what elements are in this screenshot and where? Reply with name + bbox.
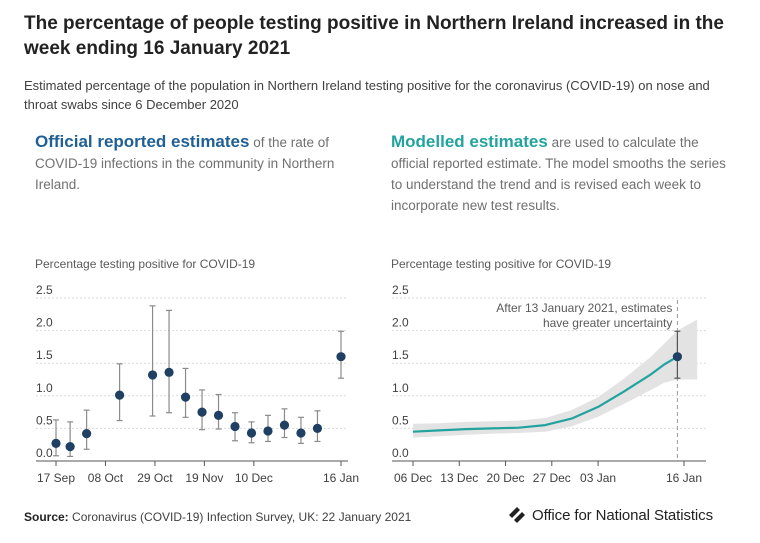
- data-point: [296, 428, 306, 438]
- data-point-group: [164, 309, 174, 414]
- left-y-tick-label: 0.5: [36, 413, 53, 427]
- endpoint-data-point: [672, 352, 682, 362]
- data-point-group: [336, 330, 346, 379]
- data-point: [180, 392, 191, 402]
- data-point-group: [197, 389, 207, 431]
- data-point: [65, 442, 75, 452]
- data-point-group: [82, 409, 92, 450]
- right-x-tick-label: 06 Dec: [394, 471, 432, 485]
- confidence-band: [413, 319, 698, 438]
- page-title: The percentage of people testing positiv…: [24, 13, 724, 59]
- right-panel-text: are used to calculate the official repor…: [391, 135, 726, 213]
- source-label: Source:: [24, 510, 69, 524]
- left-y-tick-label: 2.0: [36, 316, 53, 330]
- left-x-tick-label: 10 Dec: [235, 471, 273, 485]
- right-y-tick-label: 1.0: [392, 381, 409, 395]
- data-point: [147, 370, 158, 380]
- data-point: [164, 367, 174, 377]
- annotation-line-1: After 13 January 2021, estimates: [496, 301, 672, 315]
- left-y-axis-label: Percentage testing positive for COVID-19: [35, 257, 256, 271]
- data-point: [263, 426, 273, 436]
- right-y-tick-label: 0.5: [392, 413, 409, 427]
- data-point-group: [65, 421, 75, 458]
- ons-logo-icon: [509, 507, 525, 523]
- annotation-line-2: have greater uncertainty: [543, 316, 672, 330]
- modelled-estimate-line: [412, 355, 678, 433]
- left-y-tick-label: 1.0: [36, 381, 53, 395]
- chart-subtitle: Estimated percentage of the population i…: [24, 78, 710, 112]
- data-point-group: [114, 363, 125, 422]
- ons-logo-text: Office for National Statistics: [532, 506, 713, 524]
- data-point: [213, 410, 224, 420]
- data-point: [114, 390, 125, 400]
- right-panel-description: Modelled estimates are used to calculate…: [391, 131, 736, 216]
- right-x-tick-label: 13 Dec: [440, 471, 478, 485]
- left-y-tick-label: 2.5: [36, 283, 53, 297]
- ons-logo: Office for National Statistics: [507, 505, 713, 525]
- right-y-tick-label: 1.5: [392, 348, 409, 362]
- data-point: [230, 421, 240, 432]
- data-point: [312, 423, 323, 433]
- data-point-group: [263, 414, 273, 443]
- right-y-tick-label: 2.5: [392, 283, 409, 297]
- left-y-tick-label: 1.5: [36, 348, 53, 362]
- data-point-group: [296, 416, 306, 444]
- left-x-tick-label: 29 Oct: [137, 471, 173, 485]
- source-footer: Source: Coronavirus (COVID-19) Infection…: [24, 510, 411, 524]
- data-point: [82, 429, 92, 439]
- data-point-group: [230, 412, 240, 442]
- right-y-axis-label: Percentage testing positive for COVID-19: [391, 257, 612, 271]
- right-y-tick-label: 2.0: [392, 316, 409, 330]
- data-point-group: [180, 367, 191, 418]
- right-x-tick-label: 27 Dec: [533, 471, 571, 485]
- data-point-group: [279, 408, 290, 439]
- data-point: [51, 438, 61, 448]
- left-x-tick-label: 16 Jan: [323, 471, 359, 485]
- data-point: [279, 420, 290, 430]
- right-panel-lead: Modelled estimates: [391, 132, 548, 151]
- left-y-tick-label: 0.0: [36, 446, 53, 460]
- right-x-tick-label: 16 Jan: [666, 471, 702, 485]
- data-point-group: [312, 410, 323, 443]
- source-text: Coronavirus (COVID-19) Infection Survey,…: [68, 510, 412, 524]
- left-x-tick-label: 19 Nov: [185, 471, 223, 485]
- data-point-group: [51, 419, 61, 457]
- left-x-tick-label: 17 Sep: [37, 471, 75, 485]
- left-panel-lead: Official reported estimates: [35, 132, 250, 151]
- data-point: [246, 428, 257, 438]
- data-point: [197, 407, 207, 417]
- right-x-tick-label: 03 Jan: [580, 471, 616, 485]
- data-point-group: [246, 421, 257, 444]
- left-panel-description: Official reported estimates of the rate …: [35, 131, 370, 195]
- data-point-group: [213, 393, 224, 430]
- right-x-tick-label: 20 Dec: [487, 471, 525, 485]
- right-y-tick-label: 0.0: [392, 446, 409, 460]
- data-point-group: [147, 305, 158, 417]
- left-panel-text: of the rate of COVID-19 infections in th…: [35, 135, 335, 192]
- left-x-tick-label: 08 Oct: [88, 471, 124, 485]
- data-point: [336, 352, 346, 362]
